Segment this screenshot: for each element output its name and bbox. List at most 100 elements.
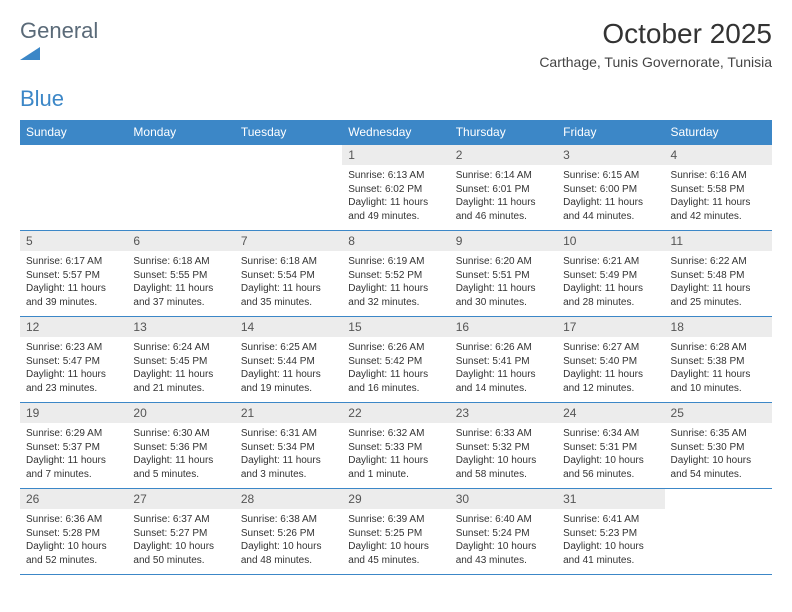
sunrise-text: Sunrise: 6:29 AM — [26, 427, 121, 441]
sunrise-text: Sunrise: 6:26 AM — [456, 341, 551, 355]
day-details: Sunrise: 6:31 AMSunset: 5:34 PMDaylight:… — [235, 423, 342, 485]
calendar-day-cell: 27Sunrise: 6:37 AMSunset: 5:27 PMDayligh… — [127, 489, 234, 575]
sunset-text: Sunset: 6:02 PM — [348, 183, 443, 197]
daylight-line2: and 10 minutes. — [671, 382, 766, 396]
day-number: 25 — [665, 403, 772, 423]
day-details: Sunrise: 6:33 AMSunset: 5:32 PMDaylight:… — [450, 423, 557, 485]
daylight-line1: Daylight: 11 hours — [456, 196, 551, 210]
calendar-day-cell: 23Sunrise: 6:33 AMSunset: 5:32 PMDayligh… — [450, 403, 557, 489]
sunset-text: Sunset: 5:55 PM — [133, 269, 228, 283]
sunrise-text: Sunrise: 6:21 AM — [563, 255, 658, 269]
sunrise-text: Sunrise: 6:24 AM — [133, 341, 228, 355]
logo-general: General — [20, 18, 98, 43]
daylight-line1: Daylight: 11 hours — [241, 368, 336, 382]
sunrise-text: Sunrise: 6:27 AM — [563, 341, 658, 355]
day-number: 5 — [20, 231, 127, 251]
day-number: 27 — [127, 489, 234, 509]
daylight-line2: and 23 minutes. — [26, 382, 121, 396]
day-details: Sunrise: 6:18 AMSunset: 5:55 PMDaylight:… — [127, 251, 234, 313]
daylight-line1: Daylight: 10 hours — [26, 540, 121, 554]
sunrise-text: Sunrise: 6:18 AM — [241, 255, 336, 269]
calendar-day-cell: 17Sunrise: 6:27 AMSunset: 5:40 PMDayligh… — [557, 317, 664, 403]
calendar-day-cell: 28Sunrise: 6:38 AMSunset: 5:26 PMDayligh… — [235, 489, 342, 575]
daylight-line1: Daylight: 11 hours — [26, 368, 121, 382]
day-number: 2 — [450, 145, 557, 165]
sunset-text: Sunset: 5:41 PM — [456, 355, 551, 369]
sunrise-text: Sunrise: 6:28 AM — [671, 341, 766, 355]
calendar-day-cell: 13Sunrise: 6:24 AMSunset: 5:45 PMDayligh… — [127, 317, 234, 403]
daylight-line1: Daylight: 10 hours — [456, 454, 551, 468]
sunset-text: Sunset: 6:00 PM — [563, 183, 658, 197]
daylight-line1: Daylight: 11 hours — [133, 282, 228, 296]
daylight-line1: Daylight: 11 hours — [348, 196, 443, 210]
sunrise-text: Sunrise: 6:20 AM — [456, 255, 551, 269]
day-number: 19 — [20, 403, 127, 423]
day-header: Thursday — [450, 120, 557, 145]
daylight-line2: and 14 minutes. — [456, 382, 551, 396]
daylight-line2: and 25 minutes. — [671, 296, 766, 310]
sunrise-text: Sunrise: 6:23 AM — [26, 341, 121, 355]
daylight-line1: Daylight: 11 hours — [241, 454, 336, 468]
sunrise-text: Sunrise: 6:37 AM — [133, 513, 228, 527]
page-header: General Blue October 2025 Carthage, Tuni… — [20, 18, 772, 112]
calendar-day-cell: 30Sunrise: 6:40 AMSunset: 5:24 PMDayligh… — [450, 489, 557, 575]
sunset-text: Sunset: 5:40 PM — [563, 355, 658, 369]
daylight-line1: Daylight: 11 hours — [671, 368, 766, 382]
sunset-text: Sunset: 5:28 PM — [26, 527, 121, 541]
calendar-day-cell: 31Sunrise: 6:41 AMSunset: 5:23 PMDayligh… — [557, 489, 664, 575]
day-details: Sunrise: 6:17 AMSunset: 5:57 PMDaylight:… — [20, 251, 127, 313]
calendar-week-row: 19 Sunrise: 6:29 AMSunset: 5:37 PM Dayligh… — [20, 403, 772, 489]
day-header: Tuesday — [235, 120, 342, 145]
daylight-line1: Daylight: 10 hours — [133, 540, 228, 554]
day-number: 10 — [557, 231, 664, 251]
day-header-row: Sunday Monday Tuesday Wednesday Thursday… — [20, 120, 772, 145]
day-number: 31 — [557, 489, 664, 509]
sunset-text: Sunset: 5:37 PM — [26, 441, 121, 455]
calendar-week-row: 26Sunrise: 6:36 AMSunset: 5:28 PMDayligh… — [20, 489, 772, 575]
daylight-line1: Daylight: 10 hours — [456, 540, 551, 554]
day-details: Sunrise: 6:30 AMSunset: 5:36 PMDaylight:… — [127, 423, 234, 485]
calendar-day-cell — [20, 145, 127, 231]
sunset-text: Sunset: 5:38 PM — [671, 355, 766, 369]
daylight-line1: Daylight: 10 hours — [348, 540, 443, 554]
calendar-day-cell: 18Sunrise: 6:28 AMSunset: 5:38 PMDayligh… — [665, 317, 772, 403]
daylight-line2: and 39 minutes. — [26, 296, 121, 310]
sunset-text: Sunset: 5:52 PM — [348, 269, 443, 283]
day-number: 13 — [127, 317, 234, 337]
day-number: 24 — [557, 403, 664, 423]
day-number: 23 — [450, 403, 557, 423]
sunset-text: Sunset: 5:48 PM — [671, 269, 766, 283]
daylight-line1: Daylight: 10 hours — [671, 454, 766, 468]
daylight-line2: and 35 minutes. — [241, 296, 336, 310]
day-number: 28 — [235, 489, 342, 509]
day-details: Sunrise: 6:13 AMSunset: 6:02 PMDaylight:… — [342, 165, 449, 227]
calendar-day-cell: 4Sunrise: 6:16 AMSunset: 5:58 PMDaylight… — [665, 145, 772, 231]
day-header: Friday — [557, 120, 664, 145]
daylight-line1: Daylight: 11 hours — [671, 196, 766, 210]
page-title: October 2025 — [539, 18, 772, 50]
sunrise-text: Sunrise: 6:15 AM — [563, 169, 658, 183]
daylight-line1: Daylight: 11 hours — [563, 282, 658, 296]
day-number: 29 — [342, 489, 449, 509]
sunrise-text: Sunrise: 6:16 AM — [671, 169, 766, 183]
calendar-table: Sunday Monday Tuesday Wednesday Thursday… — [20, 120, 772, 575]
daylight-line1: Daylight: 11 hours — [26, 282, 121, 296]
location-subtitle: Carthage, Tunis Governorate, Tunisia — [539, 54, 772, 70]
day-details: Sunrise: 6:21 AMSunset: 5:49 PMDaylight:… — [557, 251, 664, 313]
calendar-day-cell: 10Sunrise: 6:21 AMSunset: 5:49 PMDayligh… — [557, 231, 664, 317]
calendar-day-cell: 29Sunrise: 6:39 AMSunset: 5:25 PMDayligh… — [342, 489, 449, 575]
calendar-day-cell: 8Sunrise: 6:19 AMSunset: 5:52 PMDaylight… — [342, 231, 449, 317]
daylight-line2: and 1 minute. — [348, 468, 443, 482]
daylight-line1: Daylight: 10 hours — [563, 454, 658, 468]
day-details: Sunrise: 6:25 AMSunset: 5:44 PMDaylight:… — [235, 337, 342, 399]
sunrise-text: Sunrise: 6:18 AM — [133, 255, 228, 269]
daylight-line2: and 3 minutes. — [241, 468, 336, 482]
day-details: Sunrise: 6:40 AMSunset: 5:24 PMDaylight:… — [450, 509, 557, 571]
sunrise-text: Sunrise: 6:35 AM — [671, 427, 766, 441]
day-number: 16 — [450, 317, 557, 337]
daylight-line1: Daylight: 10 hours — [563, 540, 658, 554]
calendar-day-cell: 20Sunrise: 6:30 AMSunset: 5:36 PMDayligh… — [127, 403, 234, 489]
sunset-text: Sunset: 5:33 PM — [348, 441, 443, 455]
day-number: 17 — [557, 317, 664, 337]
sunset-text: Sunset: 5:23 PM — [563, 527, 658, 541]
